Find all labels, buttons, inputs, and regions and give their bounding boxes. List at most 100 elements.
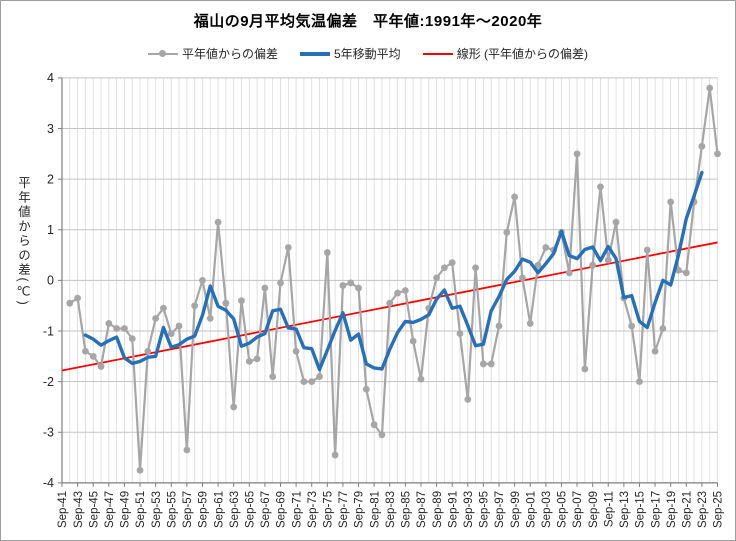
data-point-marker: [440, 264, 448, 272]
x-tick-label: Sep-09: [588, 491, 600, 528]
x-tick-label: Sep-91: [447, 491, 459, 528]
data-point-marker: [682, 269, 690, 277]
data-point-marker: [89, 352, 97, 360]
data-point-marker: [394, 289, 401, 297]
red-line-icon: [422, 49, 453, 58]
x-tick-label: Sep-79: [354, 491, 366, 528]
x-tick-label: Sep-87: [416, 491, 428, 528]
data-point-marker: [144, 347, 152, 355]
data-point-marker: [401, 287, 409, 294]
data-point-marker: [659, 325, 667, 332]
data-point-marker: [269, 373, 277, 380]
x-tick-label: Sep-93: [463, 491, 475, 528]
x-tick-label: Sep-05: [557, 491, 569, 528]
x-tick-label: Sep-69: [276, 491, 288, 528]
data-point-marker: [698, 142, 706, 150]
legend: 平年値からの偏差 5年移動平均 線形 (平年値からの偏差): [1, 45, 735, 62]
data-point-marker: [464, 395, 472, 403]
data-point-marker: [230, 403, 238, 411]
data-point-marker: [472, 264, 479, 272]
data-point-marker: [308, 378, 316, 386]
data-point-marker: [487, 360, 495, 368]
data-point-marker: [206, 314, 214, 322]
data-point-marker: [347, 279, 355, 287]
data-point-marker: [214, 218, 222, 226]
data-point-marker: [581, 365, 589, 373]
x-tick-label: Sep-63: [229, 491, 241, 528]
legend-item-trend: 線形 (平年値からの偏差): [422, 45, 588, 62]
data-point-marker: [643, 246, 651, 254]
x-tick-label: Sep-83: [385, 491, 397, 528]
y-axis-title: 平年値からの差(℃): [16, 176, 30, 307]
data-point-marker: [245, 358, 253, 365]
data-point-marker: [222, 299, 230, 307]
data-point-marker: [495, 322, 503, 330]
data-point-marker: [604, 256, 612, 264]
x-tick-label: Sep-99: [510, 491, 522, 528]
data-point-marker: [370, 421, 378, 429]
x-tick-label: Sep-61: [213, 491, 225, 528]
data-point-marker: [675, 266, 682, 274]
data-point-marker: [542, 244, 550, 251]
data-point-marker: [417, 375, 425, 383]
x-tick-label: Sep-15: [635, 491, 647, 528]
data-point-marker: [316, 373, 323, 380]
y-tick-label: 4: [47, 71, 54, 85]
x-tick-label: Sep-71: [291, 491, 303, 528]
y-tick-label: -1: [43, 324, 54, 338]
x-tick-label: Sep-85: [401, 491, 413, 528]
x-tick-label: Sep-73: [307, 491, 319, 528]
y-tick-label: 1: [47, 223, 54, 237]
gray-line-marker-icon: [147, 49, 178, 58]
data-point-marker: [597, 183, 604, 191]
data-point-marker: [105, 320, 113, 327]
x-tick-label: Sep-89: [432, 491, 444, 528]
legend-item-moving-average: 5年移動平均: [300, 45, 401, 62]
data-point-marker: [82, 347, 89, 355]
data-point-marker: [362, 385, 370, 393]
data-point-marker: [331, 451, 339, 459]
data-point-marker: [519, 274, 526, 282]
x-tick-label: Sep-41: [57, 491, 69, 528]
x-tick-label: Sep-45: [88, 491, 100, 528]
x-tick-label: Sep-81: [369, 491, 381, 528]
data-point-marker: [183, 446, 191, 454]
chart-title: 福山の9月平均気温偏差 平年値:1991年～2020年: [193, 13, 543, 30]
data-point-marker: [66, 299, 74, 307]
data-point-marker: [628, 322, 636, 330]
moving-average-line: [83, 170, 704, 372]
data-point-marker: [612, 218, 620, 226]
x-tick-label: Sep-57: [182, 491, 194, 528]
data-point-marker: [589, 261, 597, 269]
data-point-marker: [277, 279, 284, 287]
data-point-marker: [253, 355, 261, 363]
x-tick-label: Sep-19: [666, 491, 678, 528]
y-tick-label: 3: [47, 122, 54, 136]
data-point-marker: [714, 150, 721, 158]
x-tick-label: Sep-07: [572, 491, 584, 528]
data-point-marker: [378, 431, 386, 439]
data-point-marker: [323, 249, 331, 256]
data-point-marker: [238, 297, 245, 305]
legend-label-moving-average: 5年移動平均: [334, 47, 401, 61]
data-point-marker: [300, 378, 308, 386]
x-tick-label: Sep-55: [166, 491, 178, 528]
data-point-marker: [199, 277, 206, 284]
data-point-marker: [74, 294, 82, 302]
x-tick-label: Sep-21: [681, 491, 693, 528]
x-tick-label: Sep-43: [73, 491, 85, 528]
data-point-marker: [113, 325, 121, 332]
y-tick-label: 2: [47, 172, 54, 186]
x-tick-label: Sep-49: [120, 491, 132, 528]
x-tick-label: Sep-59: [198, 491, 210, 528]
x-tick-label: Sep-75: [323, 491, 335, 528]
x-tick-label: Sep-53: [151, 491, 163, 528]
x-tick-label: Sep-47: [104, 491, 116, 528]
x-tick-label: Sep-23: [697, 491, 709, 528]
x-tick-label: Sep-95: [479, 491, 491, 528]
data-point-marker: [511, 193, 519, 201]
data-point-marker: [160, 304, 167, 312]
data-point-marker: [433, 274, 440, 282]
data-point-marker: [667, 198, 675, 206]
data-point-marker: [386, 299, 394, 307]
